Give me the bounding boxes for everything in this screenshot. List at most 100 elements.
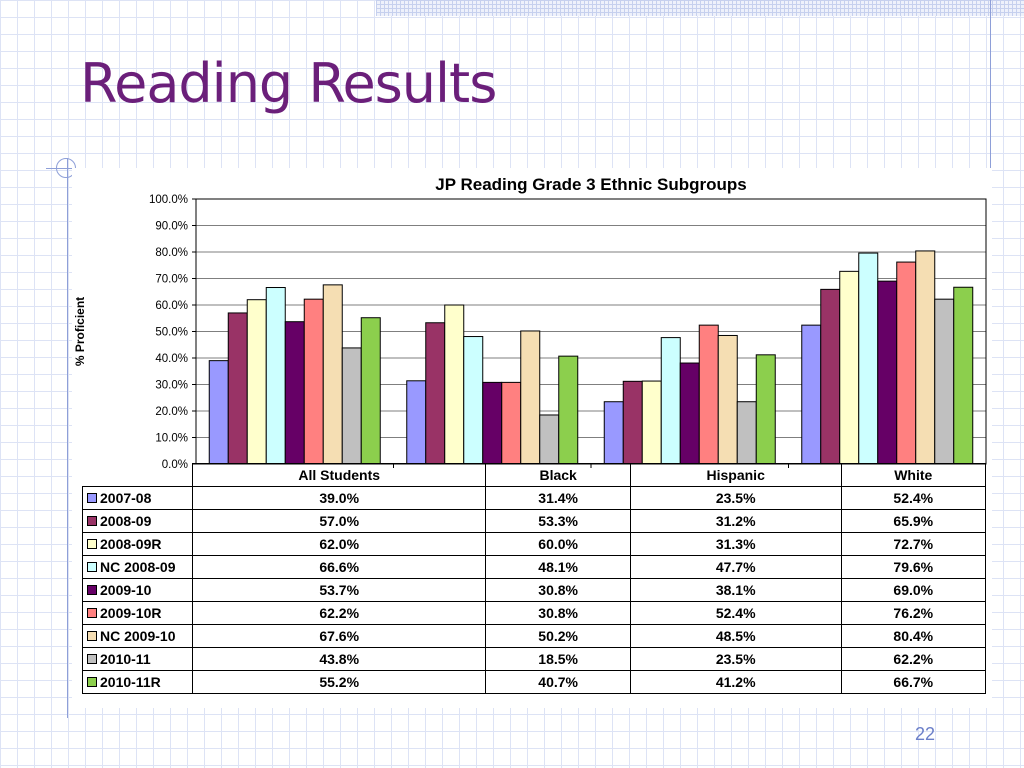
series-name: 2008-09R (82, 532, 193, 556)
bar-2010-11 (736, 401, 757, 465)
bar-nc-2008-09 (463, 336, 484, 465)
data-label: 23.5% (629, 647, 842, 671)
data-label: 47.7% (629, 555, 842, 579)
data-table: All Students Black Hispanic White 2007-08 39… (82, 463, 987, 694)
header-pattern-band (376, 0, 1024, 16)
data-label: 48.5% (629, 624, 842, 648)
table-row: NC 2008-09 66.6% 48.1% 47.7% 79.6% (82, 555, 987, 579)
series-name: 2009-10 (82, 578, 193, 602)
y-axis-label: % Proficient (73, 297, 87, 366)
data-label: 72.7% (840, 532, 987, 556)
bar-2008-09r (444, 304, 465, 465)
data-label: 39.0% (191, 486, 487, 510)
bar-chart: JP Reading Grade 3 Ethnic Subgroups % Pro… (73, 175, 987, 468)
data-label: 80.4% (840, 624, 987, 648)
table-row: 2010-11R 55.2% 40.7% 41.2% 66.7% (82, 670, 987, 694)
data-label: 65.9% (840, 509, 987, 533)
data-label: 62.2% (840, 647, 987, 671)
data-label: 52.4% (840, 486, 987, 510)
data-label: 52.4% (629, 601, 842, 625)
data-label: 30.8% (485, 578, 631, 602)
data-label: 31.2% (629, 509, 842, 533)
series-name: NC 2008-09 (82, 555, 193, 579)
category-label: All Students (191, 463, 487, 487)
legend-swatch (87, 654, 97, 665)
legend-label: 2009-10R (100, 605, 162, 621)
bar-nc-2009-10 (322, 284, 343, 465)
legend-swatch (87, 585, 97, 596)
data-label: 53.7% (191, 578, 487, 602)
decor-vertical-line (67, 158, 68, 718)
data-label: 23.5% (629, 486, 842, 510)
right-decor-rule (990, 0, 991, 265)
table-corner (83, 464, 193, 487)
bar-2009-10r (303, 298, 324, 465)
table-row: 2008-09R 62.0% 60.0% 31.3% 72.7% (82, 532, 987, 556)
data-label: 66.6% (191, 555, 487, 579)
table-row: 2009-10R 62.2% 30.8% 52.4% 76.2% (82, 601, 987, 625)
legend-label: 2008-09R (100, 536, 162, 552)
bar-2008-09r (839, 270, 860, 465)
data-label: 43.8% (191, 647, 487, 671)
series-name: NC 2009-10 (82, 624, 193, 648)
legend-label: 2008-09 (100, 513, 152, 529)
bar-2009-10r (698, 324, 719, 465)
bar-2010-11 (341, 347, 362, 465)
y-tick-label: 100.0% (149, 194, 188, 206)
table-body: 2007-08 39.0% 31.4% 23.5% 52.4% 2008-09 57.0% 5… (82, 486, 987, 694)
legend-label: 2009-10 (100, 582, 152, 598)
table-row: 2008-09 57.0% 53.3% 31.2% 65.9% (82, 509, 987, 533)
data-label: 48.1% (485, 555, 631, 579)
data-label: 31.3% (629, 532, 842, 556)
table-row: 2007-08 39.0% 31.4% 23.5% 52.4% (82, 486, 987, 510)
data-label: 67.6% (191, 624, 487, 648)
y-tick-label: 40.0% (155, 353, 188, 365)
bar-2007-08 (801, 324, 822, 465)
y-tick-label: 10.0% (155, 433, 188, 445)
y-tick-label: 90.0% (155, 221, 188, 233)
legend-label: NC 2008-09 (100, 559, 176, 575)
table-row: 2009-10 53.7% 30.8% 38.1% 69.0% (82, 578, 987, 602)
chart-container: JP Reading Grade 3 Ethnic Subgroups % Pro… (72, 168, 992, 708)
data-label: 55.2% (191, 670, 487, 694)
bar-2009-10 (482, 381, 503, 465)
bar-nc-2008-09 (265, 287, 286, 465)
legend-swatch (87, 631, 97, 642)
bar-2009-10 (877, 280, 898, 465)
bar-2009-10r (896, 261, 917, 465)
legend-swatch (87, 539, 97, 550)
category-label: Black (485, 463, 631, 487)
bar-2009-10 (679, 362, 700, 465)
y-tick-label: 50.0% (155, 327, 188, 339)
bar-nc-2009-10 (717, 334, 738, 465)
category-label: Hispanic (629, 463, 842, 487)
page-number: 22 (915, 724, 936, 744)
table-row: NC 2009-10 67.6% 50.2% 48.5% 80.4% (82, 624, 987, 648)
bar-nc-2008-09 (858, 252, 879, 465)
legend-swatch (87, 562, 97, 573)
bar-2008-09 (227, 312, 248, 465)
slide-title: Reading Results (80, 52, 497, 115)
series-name: 2007-08 (82, 486, 193, 510)
legend-swatch (87, 493, 97, 504)
data-label: 41.2% (629, 670, 842, 694)
bar-2008-09 (820, 288, 841, 465)
bar-2008-09 (622, 380, 643, 465)
bar-2010-11 (539, 414, 560, 465)
data-label: 38.1% (629, 578, 842, 602)
legend-swatch (87, 608, 97, 619)
y-tick-label: 80.0% (155, 247, 188, 259)
bar-nc-2009-10 (915, 250, 936, 465)
y-tick-label: 20.0% (155, 406, 188, 418)
bar-2008-09r (641, 380, 662, 465)
data-label: 50.2% (485, 624, 631, 648)
data-label: 30.8% (485, 601, 631, 625)
bar-2010-11 (934, 298, 955, 465)
series-name: 2008-09 (82, 509, 193, 533)
chart-title: JP Reading Grade 3 Ethnic Subgroups (435, 175, 746, 194)
data-label: 60.0% (485, 532, 631, 556)
bar-2010-11r (360, 317, 381, 465)
data-label: 62.0% (191, 532, 487, 556)
data-label: 57.0% (191, 509, 487, 533)
data-label: 40.7% (485, 670, 631, 694)
